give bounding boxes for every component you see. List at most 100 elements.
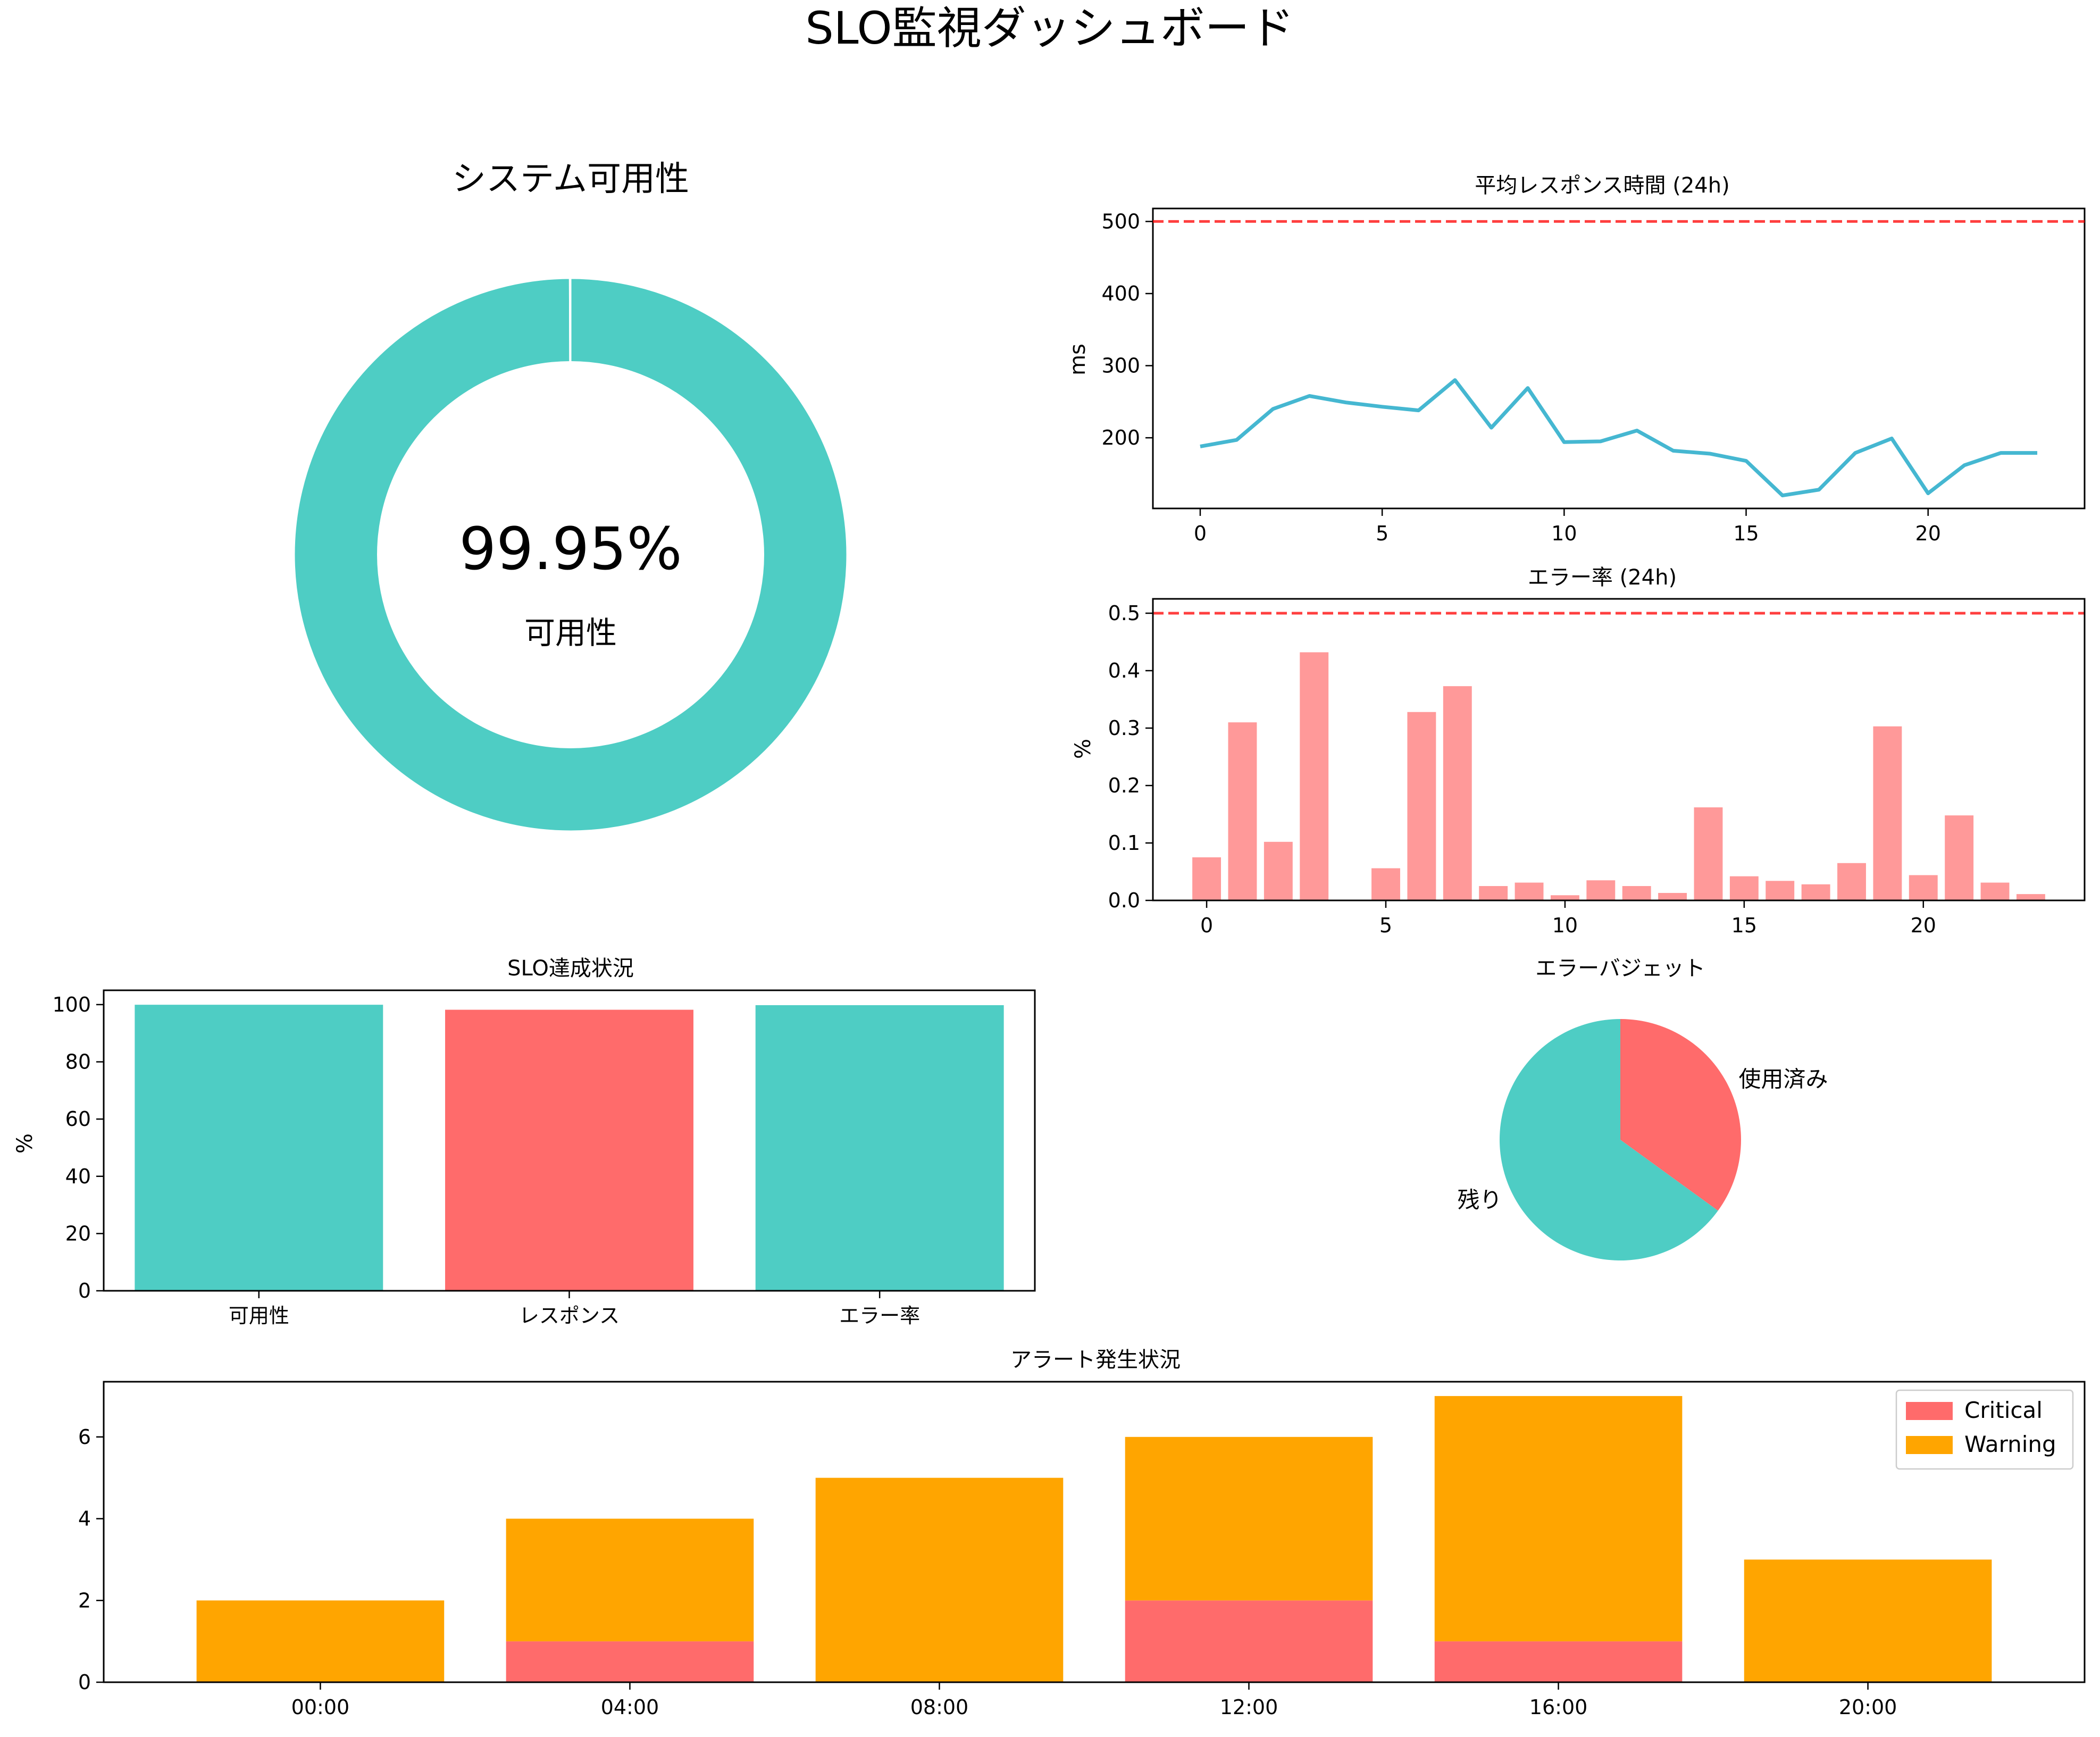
error-bar: [1228, 722, 1257, 900]
slo-y-tick-label: 20: [65, 1222, 91, 1245]
alert-bar-warning: [815, 1477, 1064, 1682]
errors-x-tick-label: 10: [1552, 914, 1578, 937]
alerts-title: アラート発生状況: [1010, 1348, 1181, 1372]
alerts-y-tick-label: 0: [78, 1671, 91, 1694]
legend-label-critical: Critical: [1964, 1397, 2043, 1423]
error-bar: [1694, 807, 1723, 900]
error-bar: [1515, 882, 1544, 900]
alerts-x-tick-label: 12:00: [1220, 1696, 1278, 1719]
error-bar: [1873, 726, 1902, 900]
slo-bar: [445, 1009, 693, 1291]
alerts-legend: Critical Warning: [1895, 1389, 2074, 1470]
legend-label-warning: Warning: [1964, 1431, 2056, 1457]
error-bar: [1443, 686, 1472, 900]
error-bar: [1264, 841, 1293, 900]
errors-x-tick-label: 15: [1731, 914, 1757, 937]
alert-bar-critical: [1125, 1600, 1373, 1682]
slo-y-tick-label: 40: [65, 1165, 91, 1188]
errors-y-tick-label: 0.1: [1108, 831, 1140, 855]
alerts-panel: アラート発生状況 00:00 04:00 08:00 12:00 16:00 20:00 0…: [78, 1348, 2086, 1719]
alert-bar-critical: [1434, 1641, 1683, 1682]
alert-bar-warning: [1434, 1396, 1683, 1642]
response-y-tick-label: 300: [1101, 354, 1140, 378]
alerts-x-tick-label: 08:00: [910, 1696, 969, 1719]
slo-ylabel: %: [13, 1133, 37, 1154]
alert-bar-warning: [506, 1518, 754, 1642]
error-bar: [1586, 880, 1616, 900]
slo-x-tick-label: エラー率: [839, 1304, 920, 1327]
alerts-y-tick-label: 2: [78, 1589, 91, 1612]
error-bar: [1980, 882, 2010, 900]
alert-bar-warning: [1125, 1437, 1373, 1601]
availability-value: 99.95%: [459, 515, 682, 583]
slo-achievement-panel: SLO達成状況 % 可用性 レスポンス エラー率 0 20 40 60 80 100: [13, 956, 1036, 1327]
response-y-tick-label: 400: [1101, 282, 1140, 305]
response-ylabel: ms: [1066, 344, 1090, 375]
response-title: 平均レスポンス時間 (24h): [1475, 173, 1729, 198]
availability-title: システム可用性: [452, 160, 689, 199]
alerts-x-tick-label: 20:00: [1839, 1696, 1897, 1719]
error-bar: [1371, 868, 1400, 900]
slo-y-tick-label: 80: [65, 1050, 91, 1074]
error-bar: [1766, 881, 1795, 900]
error-bar: [1300, 652, 1329, 900]
errors-x-tick-label: 0: [1200, 914, 1213, 937]
budget-title: エラーバジェット: [1535, 956, 1705, 981]
alert-bar-critical: [506, 1641, 754, 1682]
error-bar: [1909, 875, 1938, 900]
errors-x-tick-label: 20: [1911, 914, 1936, 937]
response-y-tick-label: 500: [1101, 210, 1140, 233]
alerts-x-tick-label: 04:00: [601, 1696, 659, 1719]
legend-swatch-warning: [1906, 1436, 1953, 1454]
response-x-tick-label: 15: [1733, 522, 1759, 545]
budget-slice-1: [1500, 1018, 1718, 1260]
dashboard-title: SLO監視ダッシュボード: [805, 2, 1294, 54]
alerts-x-tick-label: 16:00: [1529, 1696, 1588, 1719]
errors-y-tick-label: 0.3: [1108, 716, 1140, 740]
legend-swatch-critical: [1906, 1402, 1953, 1420]
response-x-tick-label: 5: [1376, 522, 1388, 545]
budget-slice-label: 残り: [1458, 1187, 1502, 1213]
alert-bar-warning: [196, 1600, 445, 1682]
slo-y-tick-label: 100: [52, 993, 91, 1016]
response-x-tick-label: 20: [1915, 522, 1941, 545]
response-x-tick-label: 10: [1551, 522, 1577, 545]
response-y-tick-label: 200: [1101, 426, 1140, 449]
errors-title: エラー率 (24h): [1528, 565, 1677, 590]
error-bar: [1945, 815, 1974, 900]
error-bar: [1479, 886, 1508, 900]
availability-panel: システム可用性 99.95% 可用性: [293, 160, 848, 832]
response-x-tick-label: 0: [1194, 522, 1207, 545]
error-rate-panel: エラー率 (24h) % 0 5 10 15 20 0.0 0.1 0.2 0.3 0.4 0.5: [1071, 565, 2086, 937]
alerts-y-tick-label: 6: [78, 1425, 91, 1449]
errors-plot-frame: [1152, 598, 2086, 901]
error-bar: [1622, 886, 1651, 900]
alerts-plot-frame: [103, 1381, 2086, 1683]
errors-y-tick-label: 0.5: [1108, 602, 1140, 625]
errors-ylabel: %: [1071, 739, 1095, 759]
alerts-y-tick-label: 4: [78, 1507, 91, 1531]
error-bar: [1192, 857, 1221, 900]
donut-hole: [377, 361, 764, 748]
errors-y-tick-label: 0.0: [1108, 889, 1140, 912]
budget-slice-0: [1620, 1019, 1741, 1211]
response-plot-frame: [1152, 207, 2086, 510]
slo-bar: [135, 1005, 383, 1291]
alert-bar-warning: [1744, 1559, 1992, 1682]
slo-y-tick-label: 0: [78, 1279, 91, 1302]
error-bar: [1658, 892, 1687, 900]
availability-center-label: 可用性: [524, 615, 617, 651]
errors-x-tick-label: 5: [1379, 914, 1392, 937]
error-bar: [2016, 894, 2045, 900]
slo-plot-frame: [103, 989, 1036, 1292]
error-bar: [1550, 895, 1579, 900]
availability-donut: [293, 277, 848, 832]
response-series-line: [1200, 378, 2038, 498]
error-bar: [1729, 876, 1759, 900]
slo-x-tick-label: 可用性: [229, 1304, 289, 1327]
alerts-x-tick-label: 00:00: [291, 1696, 350, 1719]
